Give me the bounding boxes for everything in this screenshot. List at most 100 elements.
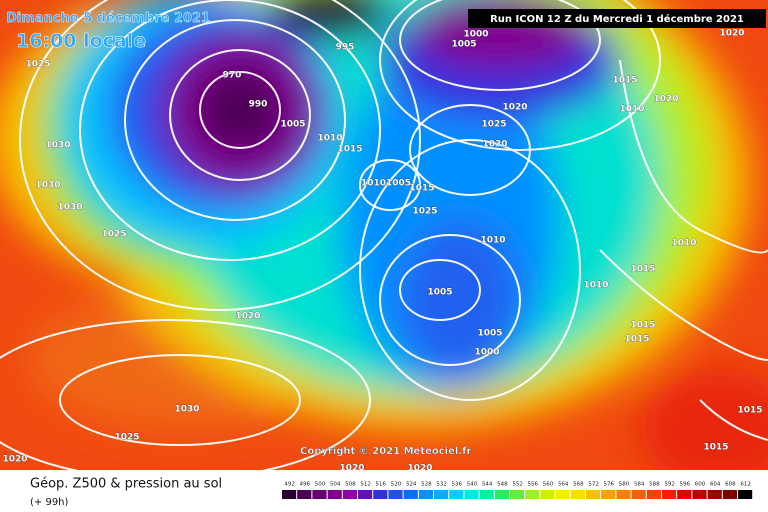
isobar-label: 10101005 bbox=[361, 179, 411, 189]
isobar-label: 1020 bbox=[339, 464, 364, 474]
colorbar-swatch bbox=[601, 490, 616, 499]
colorbar-swatch bbox=[570, 490, 585, 499]
isobar-label: 1015 bbox=[630, 265, 655, 275]
isobar-label: 1025 bbox=[481, 120, 506, 130]
colorbar-swatch bbox=[494, 490, 509, 499]
colorbar-label: 528 bbox=[421, 482, 432, 488]
colorbar-swatch bbox=[327, 490, 342, 499]
local-time: 16:00 locale bbox=[16, 30, 146, 52]
colorbar-swatch bbox=[586, 490, 601, 499]
colorbar-label: 492 bbox=[284, 482, 295, 488]
isobar bbox=[699, 399, 768, 441]
colorbar-label: 532 bbox=[436, 482, 447, 488]
colorbar: 492 496 500 504 508 512 516 520 524 528 532 536 540 5… bbox=[282, 482, 753, 499]
colorbar-swatch bbox=[342, 490, 357, 499]
footer-title: Géop. Z500 & pression au sol bbox=[30, 477, 222, 492]
isobar-label: 1015 bbox=[612, 76, 637, 86]
isobar-label: 1025 bbox=[25, 60, 50, 70]
colorbar-label: 560 bbox=[543, 482, 554, 488]
blob bbox=[640, 370, 768, 470]
isobar-label: 1020 bbox=[502, 103, 527, 113]
isobar bbox=[19, 0, 421, 311]
isobar-label: 970 bbox=[223, 71, 242, 81]
isobar-label: 1030 bbox=[57, 203, 82, 213]
isobar-label: 1010 bbox=[317, 134, 342, 144]
isobar-label: 990 bbox=[249, 100, 268, 110]
isobar-label: 1020 bbox=[2, 455, 27, 465]
colorbar-swatch bbox=[510, 490, 525, 499]
colorbar-label: 576 bbox=[604, 482, 615, 488]
isobar-label: 1025 bbox=[101, 230, 126, 240]
colorbar-label: 524 bbox=[406, 482, 417, 488]
colorbar-swatch bbox=[388, 490, 403, 499]
colorbar-swatch bbox=[403, 490, 418, 499]
isobar bbox=[599, 249, 768, 361]
colorbar-label: 516 bbox=[376, 482, 387, 488]
isobar-label: 1005 bbox=[280, 120, 305, 130]
colorbar-swatch bbox=[464, 490, 479, 499]
isobar-label: 1030 bbox=[174, 405, 199, 415]
field-blobs bbox=[0, 0, 768, 470]
colorbar-swatch bbox=[646, 490, 661, 499]
isobar-label: 1030 bbox=[45, 141, 70, 151]
blob bbox=[200, 70, 280, 150]
isobar bbox=[379, 0, 661, 151]
date: Dimanche 5 décembre 2021 bbox=[6, 11, 210, 26]
colorbar-label: 504 bbox=[330, 482, 341, 488]
colorbar-swatch bbox=[479, 490, 494, 499]
isobar-label: 1030 bbox=[35, 181, 60, 191]
colorbar-label: 596 bbox=[680, 482, 691, 488]
field: 1025103010301030102597099099510051010101… bbox=[0, 0, 768, 474]
isobars bbox=[0, 0, 768, 470]
isobar-label: 1000 bbox=[474, 348, 499, 358]
isobar-label: 995 bbox=[336, 43, 355, 53]
isobar-label: 1030 bbox=[482, 140, 507, 150]
colorbar-label: 508 bbox=[345, 482, 356, 488]
colorbar-label: 572 bbox=[588, 482, 599, 488]
colorbar-swatch bbox=[449, 490, 464, 499]
footer-lead: (+ 99h) bbox=[30, 497, 69, 508]
isobar-label: 1025 bbox=[412, 207, 437, 217]
isobar-label: 1015 bbox=[703, 443, 728, 453]
colorbar-label: 540 bbox=[467, 482, 478, 488]
colorbar-swatch bbox=[358, 490, 373, 499]
isobar-labels: 1025103010301030102597099099510051010101… bbox=[2, 28, 763, 474]
colorbar-swatch bbox=[707, 490, 722, 499]
colorbar-label: 548 bbox=[497, 482, 508, 488]
colorbar-label: 520 bbox=[391, 482, 402, 488]
isobar-label: 1000 bbox=[463, 30, 488, 40]
colorbar-label: 552 bbox=[512, 482, 523, 488]
colorbar-label: 500 bbox=[315, 482, 326, 488]
isobar-label: 1015 bbox=[337, 145, 362, 155]
colorbar-swatch bbox=[434, 490, 449, 499]
colorbar-swatch bbox=[616, 490, 631, 499]
isobar-label: 1015 bbox=[409, 184, 434, 194]
colorbar-swatch bbox=[312, 490, 327, 499]
isobar-label: 1005 bbox=[451, 40, 476, 50]
isobar-label: 1010 bbox=[480, 236, 505, 246]
isobar bbox=[199, 71, 281, 149]
colorbar-swatch bbox=[297, 490, 312, 499]
colorbar-label: 544 bbox=[482, 482, 493, 488]
isobar-label: 1020 bbox=[235, 312, 260, 322]
isobar-label: 1015 bbox=[737, 406, 762, 416]
colorbar-swatch bbox=[418, 490, 433, 499]
colorbar-swatch bbox=[662, 490, 677, 499]
colorbar-swatch bbox=[692, 490, 707, 499]
isobar-label: 1005 bbox=[427, 288, 452, 298]
colorbar-label: 568 bbox=[573, 482, 584, 488]
isobar bbox=[379, 234, 521, 366]
isobar-label: 1020 bbox=[653, 95, 678, 105]
isobar bbox=[359, 159, 421, 211]
isobar bbox=[169, 49, 311, 181]
colorbar-label: 604 bbox=[710, 482, 721, 488]
colorbar-swatch bbox=[677, 490, 692, 499]
colorbar-label: 584 bbox=[634, 482, 645, 488]
colorbar-label: 496 bbox=[300, 482, 311, 488]
colorbar-swatch bbox=[525, 490, 540, 499]
colorbar-label: 580 bbox=[619, 482, 630, 488]
run-box bbox=[468, 9, 766, 28]
isobar-label: 1005 bbox=[477, 329, 502, 339]
isobar bbox=[619, 59, 768, 254]
colorbar-swatch bbox=[722, 490, 737, 499]
